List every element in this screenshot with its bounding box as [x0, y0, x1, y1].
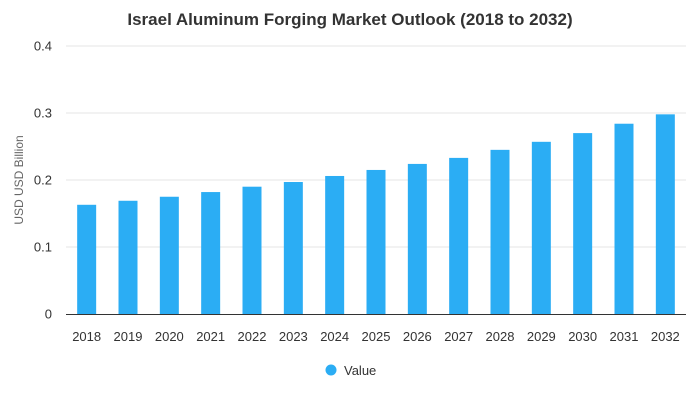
bar — [407, 163, 427, 314]
x-tick-label: 2020 — [155, 329, 184, 344]
x-tick-label: 2032 — [651, 329, 680, 344]
bar — [449, 157, 469, 314]
bar — [531, 141, 551, 314]
y-tick-label: 0.2 — [34, 173, 52, 188]
bar — [614, 123, 634, 314]
x-tick-label: 2030 — [568, 329, 597, 344]
bar — [242, 186, 262, 314]
x-tick-label: 2029 — [527, 329, 556, 344]
x-tick-label: 2025 — [362, 329, 391, 344]
bars — [77, 114, 675, 314]
legend-marker — [325, 364, 337, 376]
x-tick-label: 2023 — [279, 329, 308, 344]
bar — [201, 192, 221, 314]
x-tick-label: 2028 — [486, 329, 515, 344]
bar — [283, 182, 303, 314]
bar — [325, 175, 345, 314]
x-axis-ticks: 2018 2019 2020 2021 2022 2023 2024 2025 2026 2027… — [72, 329, 680, 344]
x-tick-label: 2022 — [238, 329, 267, 344]
bar — [573, 133, 593, 314]
x-tick-label: 2018 — [72, 329, 101, 344]
legend: Value — [325, 363, 376, 378]
x-tick-label: 2027 — [444, 329, 473, 344]
bar — [159, 196, 179, 314]
y-tick-label: 0.4 — [34, 39, 52, 54]
bar — [118, 200, 138, 314]
x-tick-label: 2021 — [196, 329, 225, 344]
bar — [77, 204, 97, 314]
y-axis-ticks: 0 0.1 0.2 0.3 0.4 — [34, 39, 52, 322]
x-tick-label: 2019 — [114, 329, 143, 344]
y-tick-label: 0 — [45, 307, 52, 322]
x-tick-label: 2031 — [610, 329, 639, 344]
chart-title: Israel Aluminum Forging Market Outlook (… — [127, 10, 572, 29]
bar — [490, 149, 510, 314]
x-tick-label: 2024 — [320, 329, 349, 344]
bar — [655, 114, 675, 314]
y-tick-label: 0.3 — [34, 106, 52, 121]
x-tick-label: 2026 — [403, 329, 432, 344]
bar — [366, 169, 386, 314]
y-axis-label: USD USD Billion — [12, 135, 26, 224]
legend-label: Value — [344, 363, 376, 378]
y-tick-label: 0.1 — [34, 240, 52, 255]
